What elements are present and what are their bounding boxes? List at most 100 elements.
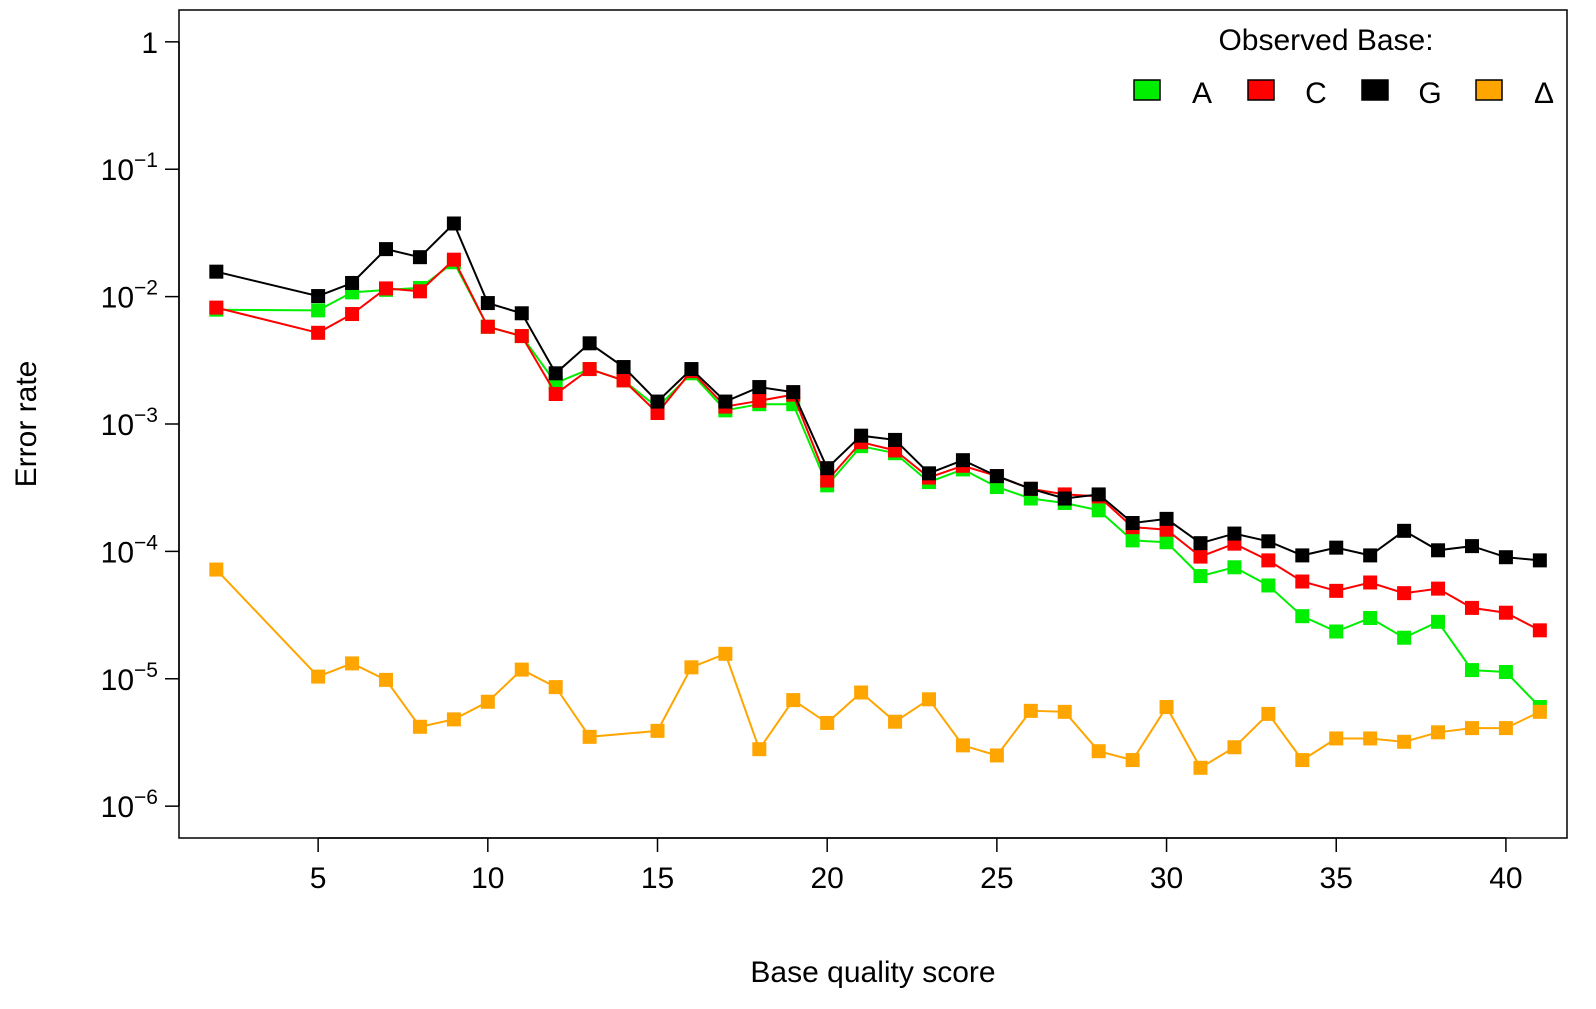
x-tick-label: 15 [641, 862, 674, 895]
data-point [1363, 610, 1378, 625]
data-point [616, 360, 631, 375]
x-tick-label: 40 [1489, 862, 1522, 895]
y-tick-label: 10−5 [101, 659, 158, 697]
data-point [989, 469, 1004, 484]
data-point [1464, 600, 1479, 615]
x-tick-label: 30 [1150, 862, 1183, 895]
y-tick-label: 1 [141, 27, 158, 60]
data-point [1091, 503, 1106, 518]
data-point [1329, 731, 1344, 746]
data-point [412, 719, 427, 734]
data-point [921, 466, 936, 481]
data-point [1295, 548, 1310, 563]
data-point [311, 289, 326, 304]
data-point [209, 562, 224, 577]
data-point [1125, 533, 1140, 548]
data-point [820, 473, 835, 488]
series-line [216, 221, 1540, 562]
data-point [1498, 605, 1513, 620]
data-point [1159, 511, 1174, 526]
data-point [1464, 721, 1479, 736]
data-point [1159, 522, 1174, 537]
data-point [311, 303, 326, 318]
x-tick-label: 20 [810, 862, 843, 895]
x-axis: 5 10 15 20 25 30 35 40 [310, 837, 1523, 895]
data-point [684, 362, 699, 377]
series-G [209, 216, 1547, 568]
x-tick-label: 5 [310, 862, 327, 895]
data-point [1363, 731, 1378, 746]
data-point [1329, 540, 1344, 555]
data-point [1091, 744, 1106, 759]
data-point [1193, 569, 1208, 584]
y-tick-label: 10−4 [101, 531, 159, 569]
legend-swatch [1361, 79, 1389, 101]
data-point [480, 694, 495, 709]
x-tick-label: 35 [1320, 862, 1353, 895]
data-point [1057, 491, 1072, 506]
data-point [1227, 560, 1242, 575]
series-layer [209, 216, 1547, 775]
data-point [1091, 487, 1106, 502]
data-point [1431, 725, 1446, 740]
x-axis-title: Base quality score [750, 956, 995, 989]
data-point [345, 275, 360, 290]
data-point [616, 373, 631, 388]
data-point [1261, 534, 1276, 549]
data-point [1125, 753, 1140, 768]
data-point [548, 386, 563, 401]
data-point [379, 242, 394, 257]
data-point [650, 723, 665, 738]
data-point [514, 329, 529, 344]
data-point [1295, 574, 1310, 589]
data-point [1193, 760, 1208, 775]
data-point [1397, 630, 1412, 645]
data-point [752, 742, 767, 757]
data-point [446, 252, 461, 267]
data-point [718, 646, 733, 661]
data-point [820, 715, 835, 730]
data-point [1464, 539, 1479, 554]
data-point [1159, 700, 1174, 715]
data-point [888, 714, 903, 729]
data-point [1498, 721, 1513, 736]
data-point [955, 453, 970, 468]
data-point [311, 669, 326, 684]
data-point [1363, 575, 1378, 590]
data-point [1532, 704, 1547, 719]
data-point [1397, 734, 1412, 749]
legend-label: G [1418, 77, 1441, 110]
data-point [1261, 578, 1276, 593]
data-point [480, 319, 495, 334]
data-point [752, 393, 767, 408]
data-point [446, 712, 461, 727]
legend-label: C [1305, 77, 1327, 110]
data-point [1023, 481, 1038, 496]
data-point [582, 362, 597, 377]
data-point [1431, 543, 1446, 558]
data-point [1295, 753, 1310, 768]
data-point [1261, 553, 1276, 568]
series-line [216, 258, 1541, 632]
data-point [989, 748, 1004, 763]
data-point [650, 394, 665, 409]
data-point [1261, 706, 1276, 721]
legend: Observed Base:A C G Δ [1133, 24, 1554, 110]
data-point [209, 264, 224, 279]
x-tick-label: 10 [471, 862, 504, 895]
data-point [752, 380, 767, 395]
data-point [1431, 614, 1446, 629]
series-A [209, 255, 1547, 715]
data-point [209, 300, 224, 315]
data-point [412, 284, 427, 299]
data-point [548, 366, 563, 381]
data-point [1159, 535, 1174, 550]
legend-swatch [1475, 79, 1503, 101]
legend-swatch [1247, 79, 1275, 101]
legend-label: Δ [1534, 77, 1554, 110]
legend-swatch [1133, 79, 1161, 101]
y-axis: 1 10−1 10−2 10−3 10−4 10−5 10−6 [101, 27, 180, 824]
y-tick-label: 10−2 [101, 277, 158, 315]
data-point [888, 432, 903, 447]
